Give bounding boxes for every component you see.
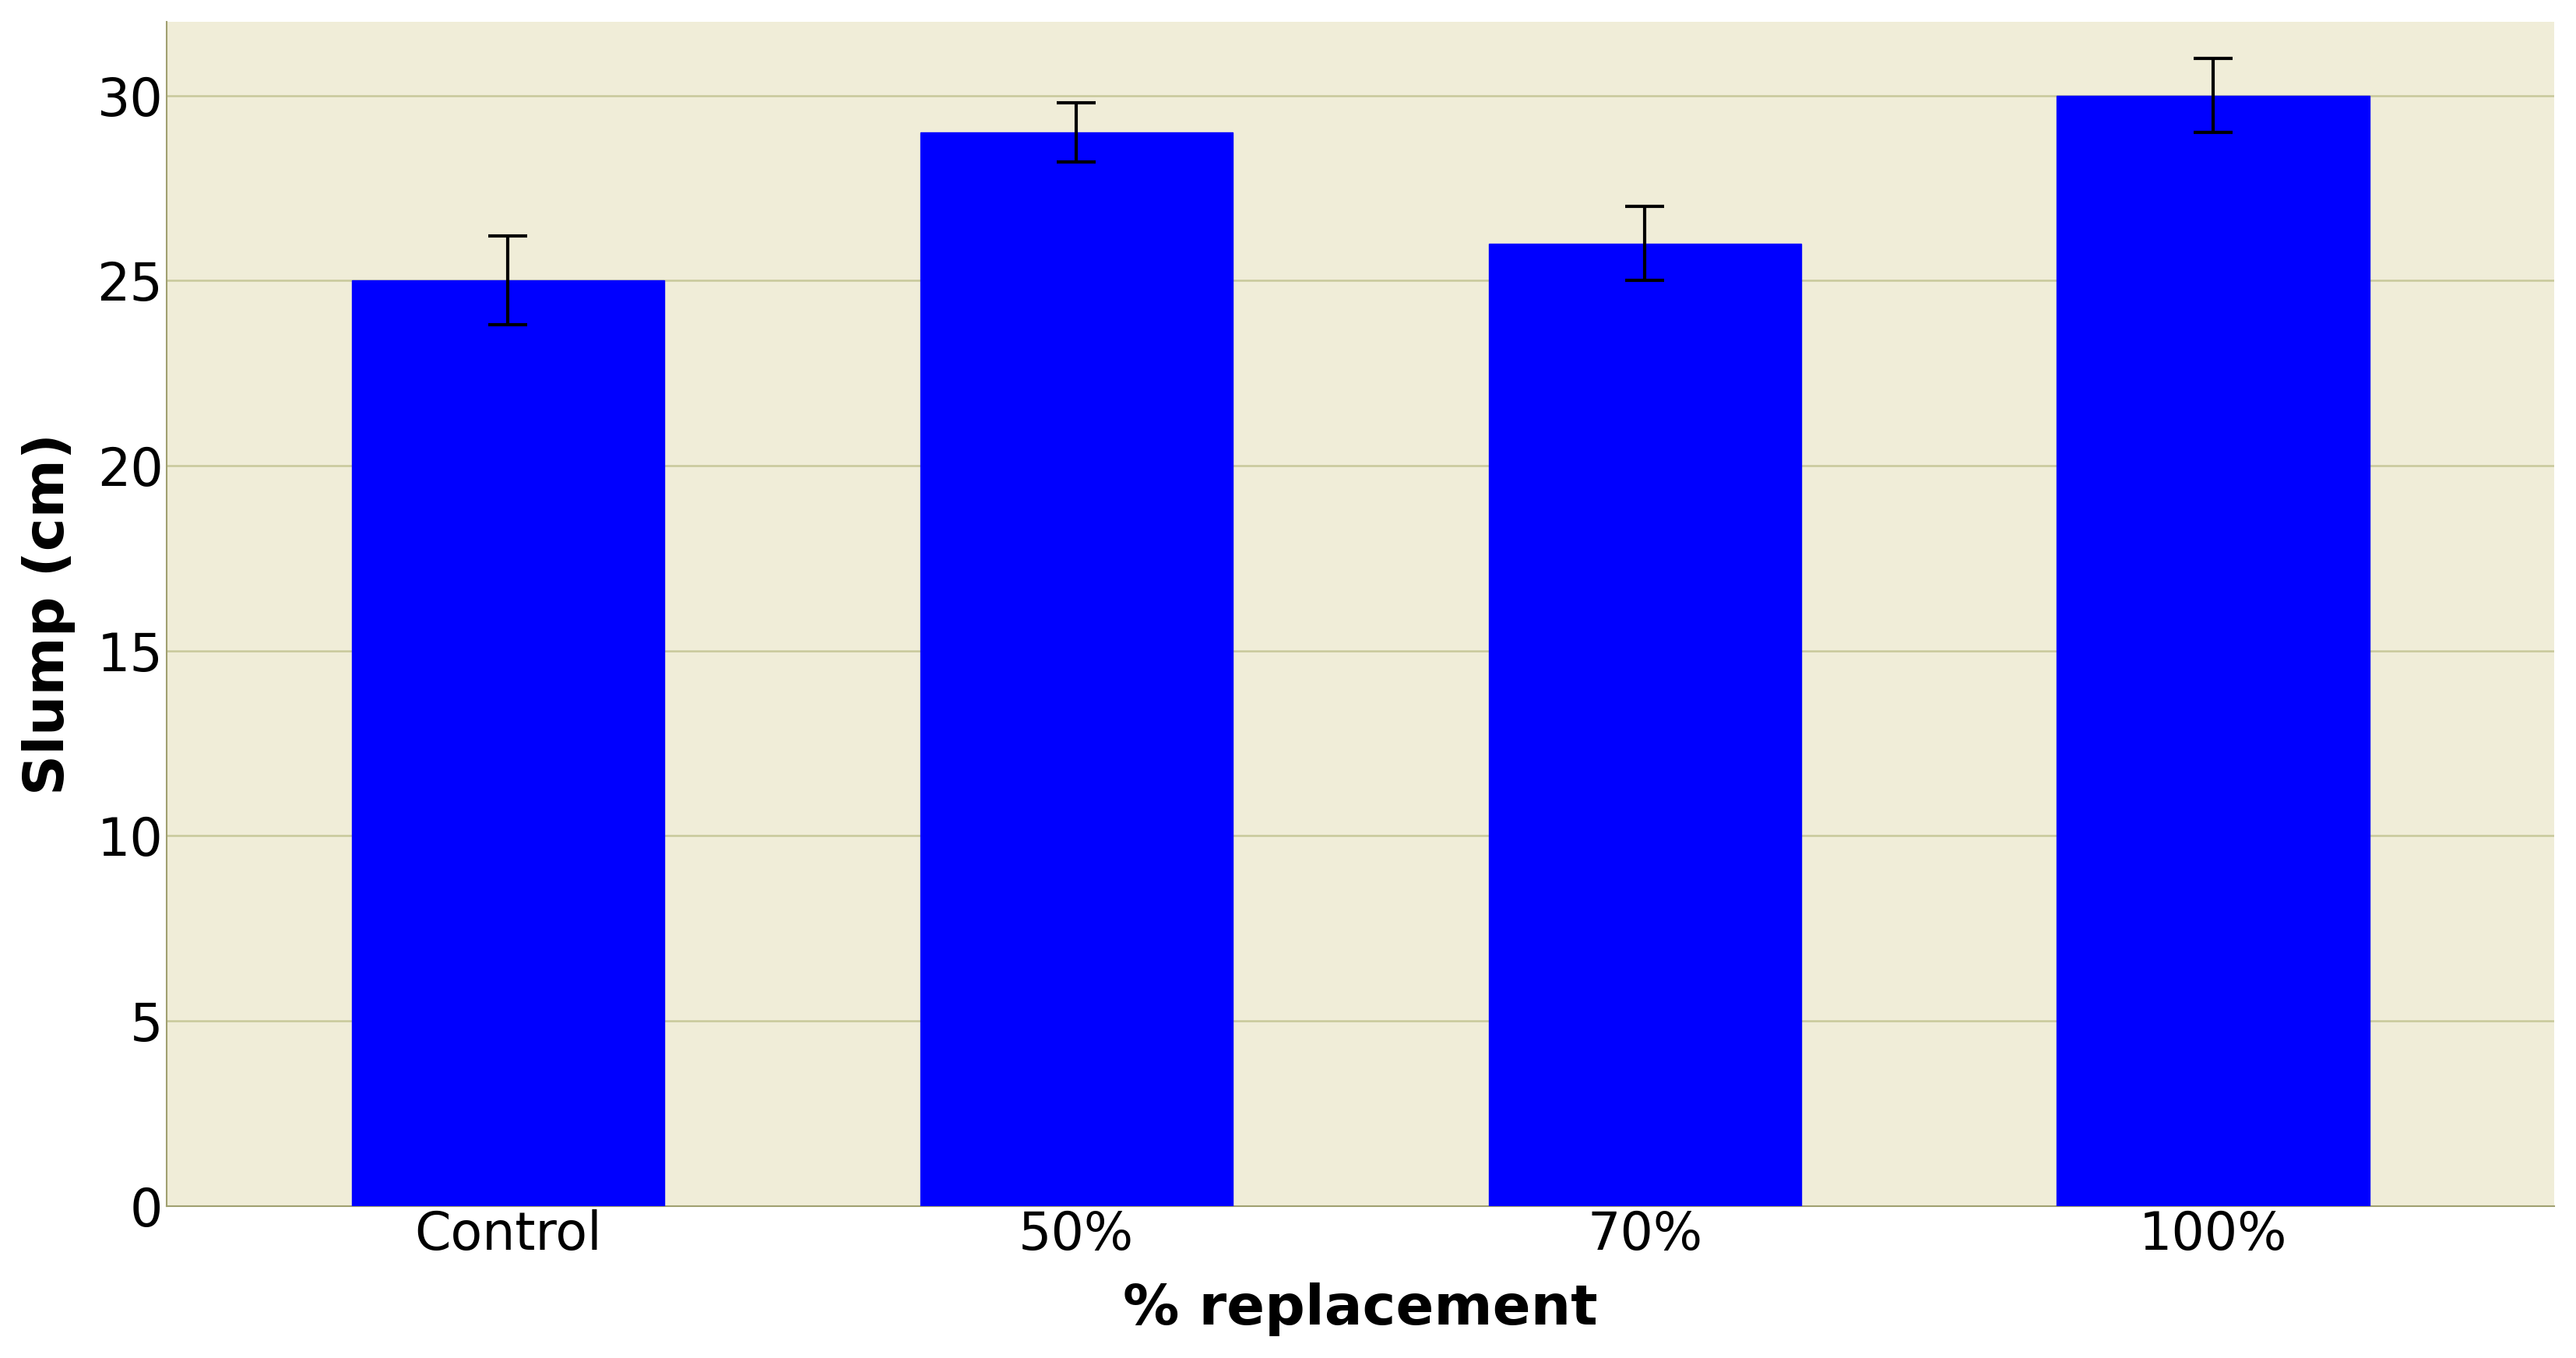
X-axis label: % replacement: % replacement <box>1123 1283 1597 1336</box>
Bar <box>920 133 1234 1206</box>
Bar <box>2058 95 2370 1206</box>
Bar <box>350 281 665 1206</box>
Bar <box>1489 243 1801 1206</box>
Y-axis label: Slump (cm): Slump (cm) <box>21 433 75 794</box>
